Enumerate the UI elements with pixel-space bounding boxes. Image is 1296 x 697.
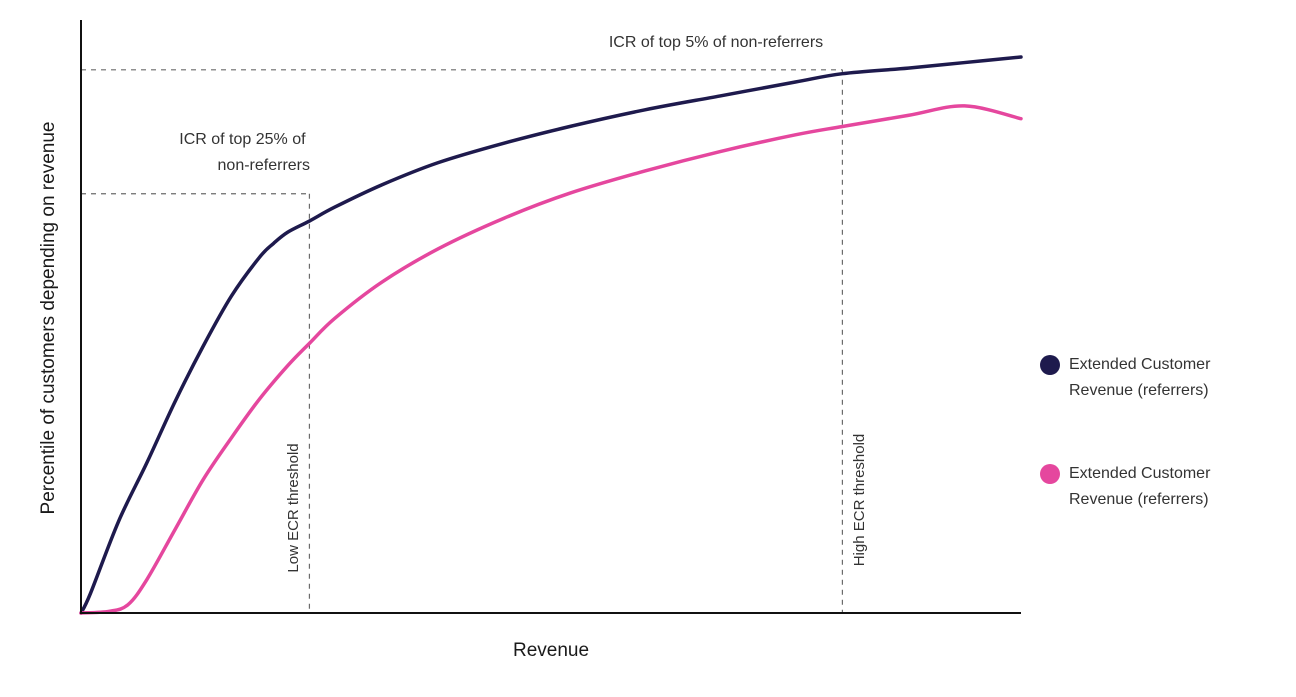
icr-top25-line-1: ICR of top 25% of [179, 131, 306, 148]
legend-dot-icon [1040, 464, 1060, 484]
series-layer [79, 55, 1023, 615]
legend: Extended Customer Revenue (referrers) [1040, 352, 1280, 404]
icr-top25-annotation: ICR of top 25% of non-referrers [179, 131, 310, 174]
x-axis-label: Revenue [513, 640, 589, 661]
y-axis-label: Percentile of customers depending on rev… [38, 122, 59, 515]
series-line-1 [79, 55, 1023, 615]
threshold-guides [81, 69, 844, 613]
legend: Extended Customer Revenue (referrers) [1040, 461, 1280, 513]
legend-dot-icon [1040, 355, 1060, 375]
legend-item-referrers-2: Extended Customer Revenue (referrers) [1040, 461, 1280, 513]
icr-top5-annotation: ICR of top 5% of non-referrers [609, 34, 823, 51]
legend-label: Extended Customer Revenue (referrers) [1069, 465, 1211, 508]
icr-top5-line-1: ICR of top 5% of non-referrers [609, 34, 823, 51]
low-threshold-label: Low ECR threshold [285, 443, 302, 572]
legend-label: Extended Customer Revenue (referrers) [1069, 356, 1211, 399]
legend-item-referrers-1: Extended Customer Revenue (referrers) [1040, 352, 1280, 404]
icr-top25-line-2: non-referrers [218, 157, 310, 174]
series-line-2 [79, 104, 1023, 615]
high-threshold-label: High ECR threshold [851, 434, 868, 567]
